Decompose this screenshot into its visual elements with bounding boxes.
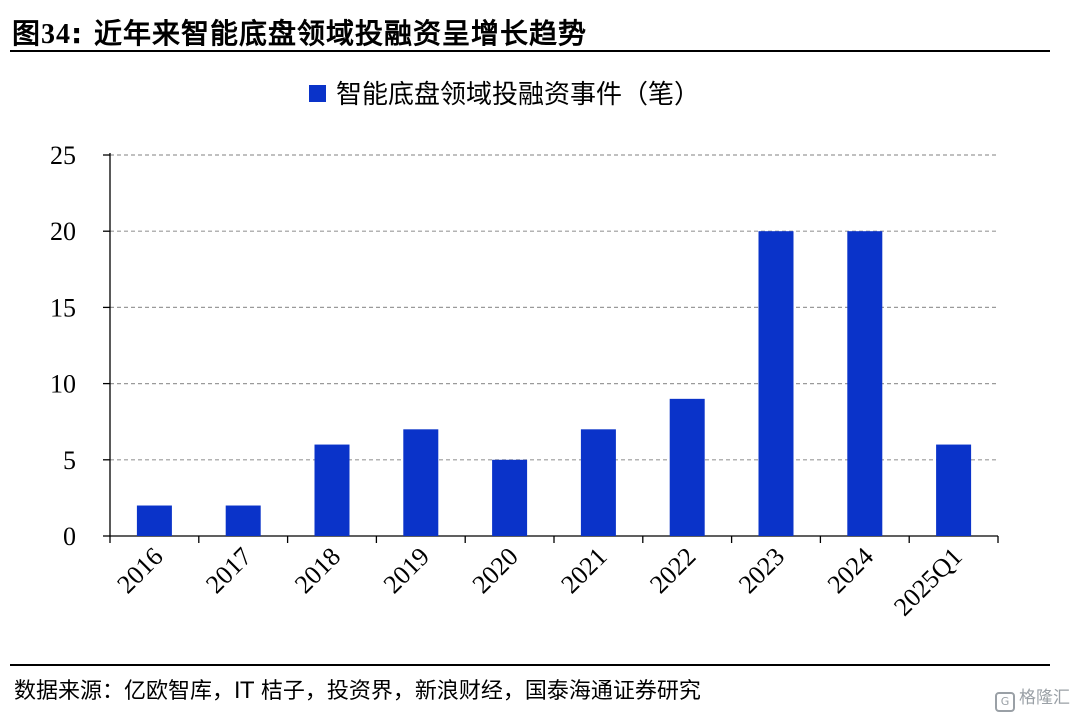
bar-2019 bbox=[403, 429, 439, 536]
x-tick-label: 2023 bbox=[733, 542, 790, 599]
legend-swatch bbox=[309, 85, 326, 102]
y-tick-label: 20 bbox=[50, 217, 76, 246]
x-tick-label: 2017 bbox=[200, 542, 257, 599]
source-note: 数据来源：亿欧智库，IT 桔子，投资界，新浪财经，国泰海通证券研究 bbox=[14, 679, 701, 704]
watermark-logo-icon: G bbox=[995, 692, 1015, 712]
bar-2024 bbox=[847, 231, 883, 536]
x-tick-label: 2024 bbox=[822, 542, 879, 599]
y-tick-label: 25 bbox=[50, 141, 76, 170]
x-tick-label: 2019 bbox=[378, 542, 435, 599]
gridlines bbox=[110, 154, 998, 461]
watermark: G 格隆汇 bbox=[995, 683, 1070, 712]
bar-2016 bbox=[136, 505, 172, 536]
figure-title: 图34: 近年来智能底盘领域投融资呈增长趋势 bbox=[12, 17, 587, 50]
y-tick-label: 15 bbox=[50, 293, 76, 322]
bar-2017 bbox=[225, 505, 261, 536]
x-tick-label: 2021 bbox=[555, 542, 612, 599]
x-tick-label: 2016 bbox=[111, 542, 168, 599]
x-tick-label: 2018 bbox=[289, 542, 346, 599]
legend: 智能底盘领域投融资事件（笔） bbox=[309, 80, 700, 110]
bar-2022 bbox=[669, 398, 705, 536]
y-tick-label: 10 bbox=[50, 370, 76, 399]
bar-2020 bbox=[492, 459, 528, 536]
y-tick-label: 5 bbox=[63, 446, 76, 475]
y-tick-label: 0 bbox=[63, 522, 76, 551]
bar-2021 bbox=[580, 429, 616, 536]
bar-2025Q1 bbox=[936, 444, 972, 536]
x-tick-label: 2025Q1 bbox=[888, 542, 968, 622]
bar-2018 bbox=[314, 444, 350, 536]
bar-2023 bbox=[758, 231, 794, 536]
x-tick-label: 2020 bbox=[467, 542, 524, 599]
title-rule bbox=[10, 50, 1050, 52]
bars bbox=[136, 231, 972, 536]
source-rule bbox=[10, 664, 1050, 666]
legend-label: 智能底盘领域投融资事件（笔） bbox=[336, 80, 700, 110]
x-tick-labels: 2016 2017 2018 2019 2020 2021 2022 2023 2024 2025… bbox=[111, 542, 967, 622]
x-tick-label: 2022 bbox=[644, 542, 701, 599]
y-tick-labels: 0 5 10 15 20 25 bbox=[50, 141, 76, 551]
